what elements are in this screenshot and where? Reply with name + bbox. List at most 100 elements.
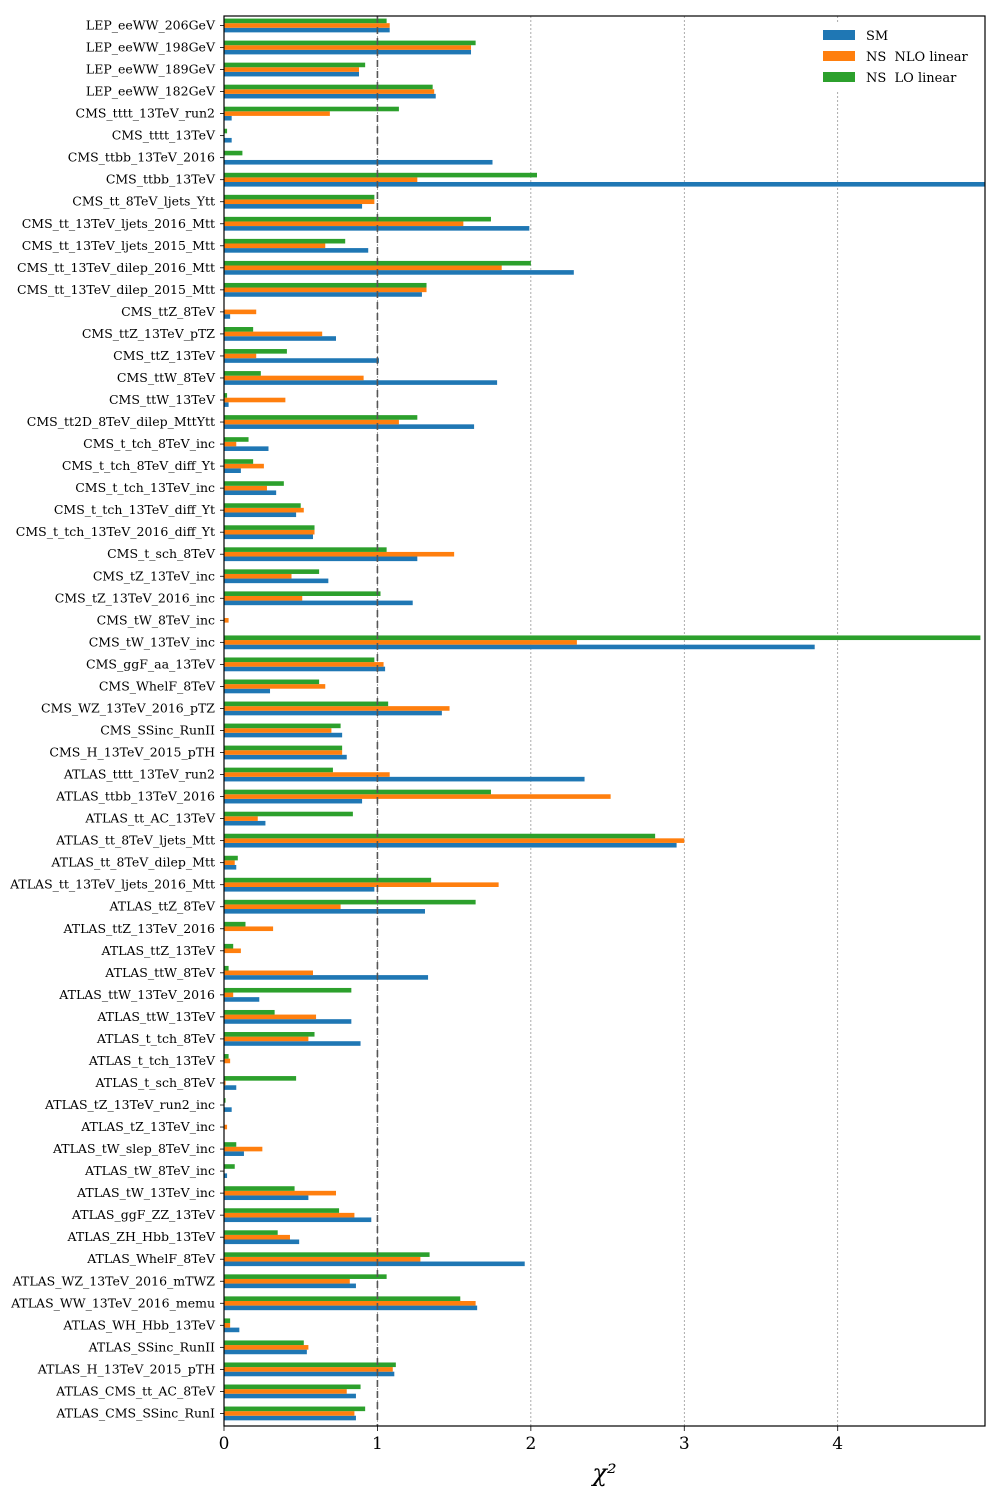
category-label: CMS_ttW_13TeV bbox=[109, 392, 216, 407]
bar-nlo bbox=[224, 1323, 231, 1328]
bar-nlo bbox=[224, 441, 237, 447]
bar-lo bbox=[224, 1142, 237, 1147]
category-label: ATLAS_CMS_tt_AC_8TeV bbox=[55, 1383, 216, 1398]
bar-lo bbox=[224, 701, 389, 707]
bar-sm bbox=[224, 358, 379, 363]
bar-nlo bbox=[224, 243, 326, 249]
category-label: CMS_tt_13TeV_dilep_2015_Mtt bbox=[17, 282, 215, 297]
bar-nlo bbox=[224, 573, 292, 579]
category-label: LEP_eeWW_182GeV bbox=[86, 84, 216, 99]
category-label: CMS_t_tch_13TeV_inc bbox=[75, 480, 215, 495]
bar-sm bbox=[224, 1217, 372, 1223]
bar-sm bbox=[224, 1085, 237, 1090]
bar-lo bbox=[224, 194, 375, 200]
category-label: CMS_t_tch_13TeV_diff_Yt bbox=[54, 502, 215, 517]
bar-sm bbox=[224, 1107, 232, 1112]
category-label: ATLAS_tt_13TeV_ljets_2016_Mtt bbox=[9, 877, 215, 892]
bar-nlo bbox=[224, 1146, 263, 1152]
bar-lo bbox=[224, 238, 346, 244]
bar-lo bbox=[224, 40, 476, 46]
x-tick-label: 4 bbox=[832, 1434, 843, 1454]
bar-lo bbox=[224, 1384, 361, 1390]
category-label: ATLAS_tZ_13TeV_inc bbox=[80, 1119, 215, 1134]
bar-sm bbox=[224, 204, 363, 209]
bar-sm bbox=[224, 1305, 478, 1311]
bar-sm bbox=[224, 1019, 352, 1024]
bar-sm bbox=[224, 864, 237, 870]
category-label: ATLAS_tttt_13TeV_run2 bbox=[63, 767, 215, 782]
bar-nlo bbox=[224, 221, 464, 227]
bar-lo bbox=[224, 393, 228, 398]
bar-nlo bbox=[224, 1367, 393, 1372]
bar-sm bbox=[224, 248, 369, 253]
bar-sm bbox=[224, 820, 266, 826]
bar-lo bbox=[224, 965, 229, 971]
bar-nlo bbox=[224, 882, 499, 887]
bar-sm bbox=[224, 644, 815, 650]
bar-lo bbox=[224, 1274, 387, 1279]
bar-nlo bbox=[224, 111, 330, 116]
bar-nlo bbox=[224, 1389, 347, 1394]
bar-nlo bbox=[224, 1234, 290, 1240]
bar-lo bbox=[224, 1252, 430, 1257]
bar-nlo bbox=[224, 904, 341, 910]
bar-sm bbox=[224, 1415, 356, 1421]
category-label: CMS_tt_13TeV_ljets_2015_Mtt bbox=[22, 238, 215, 253]
bar-lo bbox=[224, 525, 315, 530]
bar-sm bbox=[224, 512, 297, 518]
bar-sm bbox=[224, 909, 425, 914]
category-label: CMS_tttt_13TeV_run2 bbox=[76, 106, 216, 121]
category-label: CMS_tZ_13TeV_2016_inc bbox=[55, 590, 215, 605]
bar-nlo bbox=[224, 794, 611, 799]
category-label: CMS_ttbb_13TeV bbox=[106, 172, 216, 187]
bar-nlo bbox=[224, 1256, 421, 1262]
bar-nlo bbox=[224, 89, 435, 94]
bar-lo bbox=[224, 1076, 297, 1081]
bar-sm bbox=[224, 1195, 309, 1201]
plot-frame bbox=[223, 15, 986, 1427]
bar-sm bbox=[224, 1327, 240, 1333]
bar-lo bbox=[224, 811, 353, 817]
bar-sm bbox=[224, 534, 313, 540]
category-label: ATLAS_tt_8TeV_ljets_Mtt bbox=[55, 833, 215, 848]
category-label: CMS_tt_8TeV_ljets_Ytt bbox=[72, 194, 215, 209]
bar-nlo bbox=[224, 970, 313, 976]
bar-lo bbox=[224, 833, 656, 839]
bar-sm bbox=[224, 798, 363, 804]
bar-lo bbox=[224, 1318, 231, 1324]
bar-nlo bbox=[224, 684, 326, 689]
bar-lo bbox=[224, 437, 249, 442]
bar-lo bbox=[224, 503, 301, 508]
bar-lo bbox=[224, 855, 238, 861]
bar-nlo bbox=[224, 529, 315, 535]
category-label: ATLAS_t_tch_13TeV bbox=[88, 1053, 216, 1068]
bar-sm bbox=[224, 27, 390, 33]
bar-lo bbox=[224, 877, 432, 883]
bar-sm bbox=[224, 424, 475, 429]
bar-sm bbox=[224, 49, 472, 55]
bar-lo bbox=[224, 767, 333, 773]
category-label: ATLAS_CMS_SSinc_RunI bbox=[55, 1405, 215, 1420]
bar-nlo bbox=[224, 23, 390, 28]
legend-swatch bbox=[823, 30, 855, 40]
bar-nlo bbox=[224, 353, 257, 359]
category-label: ATLAS_ttZ_8TeV bbox=[108, 899, 216, 914]
bar-lo bbox=[224, 591, 381, 596]
bar-sm bbox=[224, 776, 585, 782]
bar-lo bbox=[224, 415, 418, 420]
legend: SM NS NLO linear NS LO linear bbox=[815, 22, 975, 90]
bar-lo bbox=[224, 1054, 229, 1059]
category-label: CMS_ttZ_13TeV bbox=[113, 348, 216, 363]
bar-lo bbox=[224, 1009, 275, 1015]
bar-nlo bbox=[224, 551, 455, 557]
bar-nlo bbox=[224, 199, 375, 205]
x-axis: 0 1 2 3 4 bbox=[219, 1426, 843, 1454]
category-label: CMS_ggF_aa_13TeV bbox=[86, 656, 216, 671]
bar-nlo bbox=[224, 750, 343, 755]
bar-nlo bbox=[224, 309, 257, 315]
legend-label: NS NLO linear bbox=[866, 50, 968, 65]
bar-lo bbox=[224, 679, 320, 685]
category-label: ATLAS_ttZ_13TeV bbox=[100, 943, 215, 958]
bar-lo bbox=[224, 1230, 278, 1235]
